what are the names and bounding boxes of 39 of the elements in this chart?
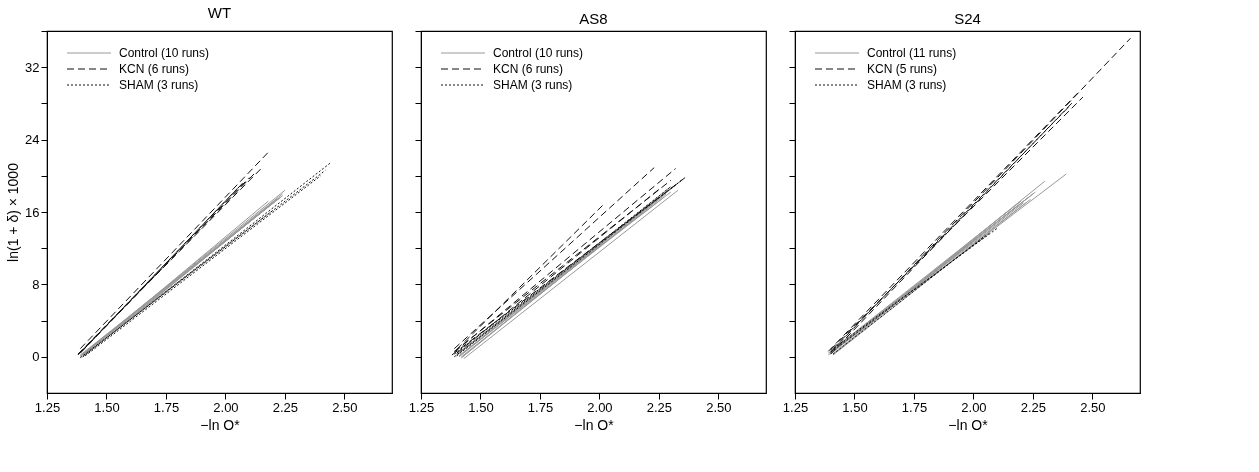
chart-title: AS8 — [579, 9, 608, 27]
y-tick-label: 0 — [32, 349, 40, 365]
legend-label: KCN (6 runs) — [493, 62, 564, 76]
legend-label: SHAM (3 runs) — [119, 78, 199, 92]
x-tick-label: 1.25 — [782, 399, 809, 415]
x-tick-label: 1.75 — [153, 399, 180, 415]
x-axis-title: −ln O* — [200, 416, 241, 433]
x-tick-label: 2.00 — [213, 399, 239, 415]
chart-title: WT — [207, 4, 232, 21]
legend-label: SHAM (3 runs) — [493, 78, 573, 92]
y-tick-label: 8 — [32, 276, 40, 292]
x-tick-label: 1.25 — [34, 399, 61, 415]
legend-label: Control (10 runs) — [493, 46, 584, 60]
x-tick-label: 2.50 — [1080, 399, 1106, 415]
legend-label: KCN (5 runs) — [867, 62, 938, 76]
legend-label: SHAM (3 runs) — [867, 78, 947, 92]
x-tick-label: 2.50 — [706, 399, 732, 415]
x-tick-label: 2.25 — [1020, 399, 1047, 415]
x-tick-label: 2.25 — [272, 399, 299, 415]
x-tick-label: 1.50 — [842, 399, 868, 415]
legend-label: Control (11 runs) — [867, 46, 957, 60]
x-tick-label: 1.50 — [468, 399, 494, 415]
x-axis-title: −ln O* — [948, 416, 989, 433]
chart-title: S24 — [954, 9, 981, 27]
legend-label: KCN (6 runs) — [119, 62, 190, 76]
x-tick-label: 2.00 — [961, 399, 987, 415]
x-tick-label: 2.50 — [332, 399, 358, 415]
legend-label: Control (10 runs) — [119, 46, 210, 60]
x-tick-label: 1.75 — [901, 399, 928, 415]
x-tick-label: 1.75 — [527, 399, 554, 415]
x-axis-title: −ln O* — [574, 416, 615, 433]
x-tick-label: 2.25 — [646, 399, 673, 415]
y-axis-title: ln(1 + δ) × 1000 — [5, 162, 22, 262]
x-tick-label: 1.25 — [408, 399, 435, 415]
y-tick-label: 32 — [25, 59, 40, 75]
y-tick-label: 16 — [25, 204, 40, 220]
x-tick-label: 1.50 — [94, 399, 120, 415]
y-tick-label: 24 — [25, 132, 40, 148]
x-tick-label: 2.00 — [587, 399, 613, 415]
